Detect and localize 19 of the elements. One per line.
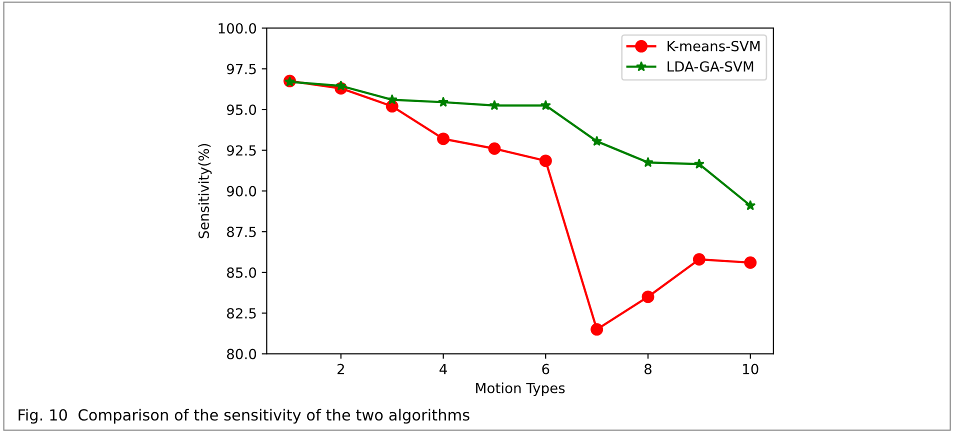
- y-tick-label: 100.0: [218, 23, 256, 34]
- caption: Fig. 10 Comparison of the sensitivity of the two algorithms: [18, 408, 470, 424]
- y-tick-label: 92.5: [226, 145, 256, 156]
- legend-label: LDA-GA-SVM: [668, 61, 754, 72]
- x-tick-label: 4: [440, 364, 447, 374]
- y-tick-label: 87.5: [227, 226, 256, 238]
- x-tick-label: 10: [743, 364, 758, 374]
- y-tick-label: 95.0: [226, 104, 256, 116]
- y-tick-label: 82.5: [227, 308, 256, 319]
- y-tick-label: 80.0: [227, 348, 256, 360]
- x-tick-label: 8: [644, 364, 652, 374]
- x-tick-label: 6: [542, 364, 550, 374]
- y-tick-label: 85.0: [227, 267, 256, 278]
- legend-label: K-means-SVM: [668, 40, 760, 52]
- y-tick-label: 90.0: [226, 186, 256, 196]
- y-tick-label: 97.5: [226, 64, 256, 74]
- x-tick-label: 2: [338, 364, 344, 374]
- y-axis-title: Sensitivity(%): [198, 144, 212, 238]
- x-axis-title: Motion Types: [476, 382, 565, 396]
